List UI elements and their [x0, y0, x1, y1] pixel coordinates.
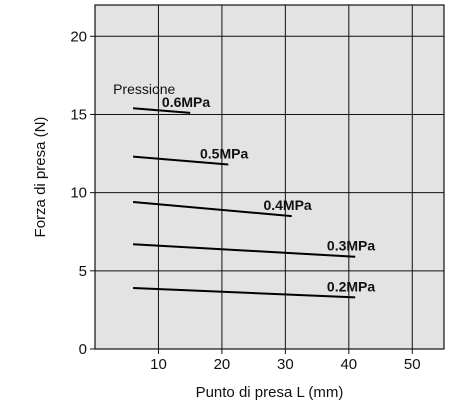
- series-line-0-6mpa: [132, 107, 191, 114]
- x-tick-label: 40: [340, 356, 357, 373]
- series-line-0-2mpa: [133, 287, 356, 299]
- y-axis-title: Forza di presa (N): [32, 117, 49, 238]
- y-tick-label: 20: [70, 28, 87, 45]
- series-label: 0.2MPa: [327, 278, 375, 294]
- x-tick-label: 10: [150, 356, 167, 373]
- y-tick-label: 0: [79, 341, 87, 358]
- series-line-0-4mpa: [132, 201, 292, 218]
- label-layer: 10 20 30 40 50 0 5 10 15 20 Punto di presa L (mm) F…: [32, 28, 421, 401]
- series-line-0-5mpa: [132, 155, 229, 166]
- series-label: 0.6MPa: [162, 94, 210, 110]
- series-label: 0.4MPa: [263, 197, 311, 213]
- series-line-0-3mpa: [133, 243, 356, 258]
- series-label: 0.5MPa: [200, 145, 248, 161]
- pressure-annotation: Pressione: [113, 81, 175, 97]
- plot-layer: [90, 4, 445, 354]
- y-tick-label: 10: [70, 185, 87, 202]
- y-tick-label: 15: [70, 106, 87, 123]
- y-tick-label: 5: [79, 263, 87, 280]
- plot-frame: [94, 4, 445, 350]
- x-tick-label: 50: [404, 356, 421, 373]
- series-label: 0.3MPa: [327, 238, 375, 254]
- x-axis-title: Punto di presa L (mm): [196, 384, 344, 401]
- x-tick-label: 30: [277, 356, 294, 373]
- x-tick-label: 20: [214, 356, 231, 373]
- plot-area: [95, 5, 444, 349]
